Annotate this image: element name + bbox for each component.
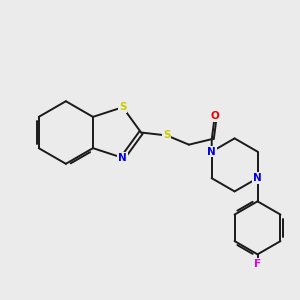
Text: S: S: [119, 102, 127, 112]
Text: F: F: [254, 259, 261, 269]
Text: N: N: [253, 173, 262, 183]
Text: N: N: [207, 147, 216, 157]
Text: N: N: [118, 153, 127, 163]
Text: O: O: [210, 111, 219, 121]
Text: S: S: [163, 130, 171, 140]
